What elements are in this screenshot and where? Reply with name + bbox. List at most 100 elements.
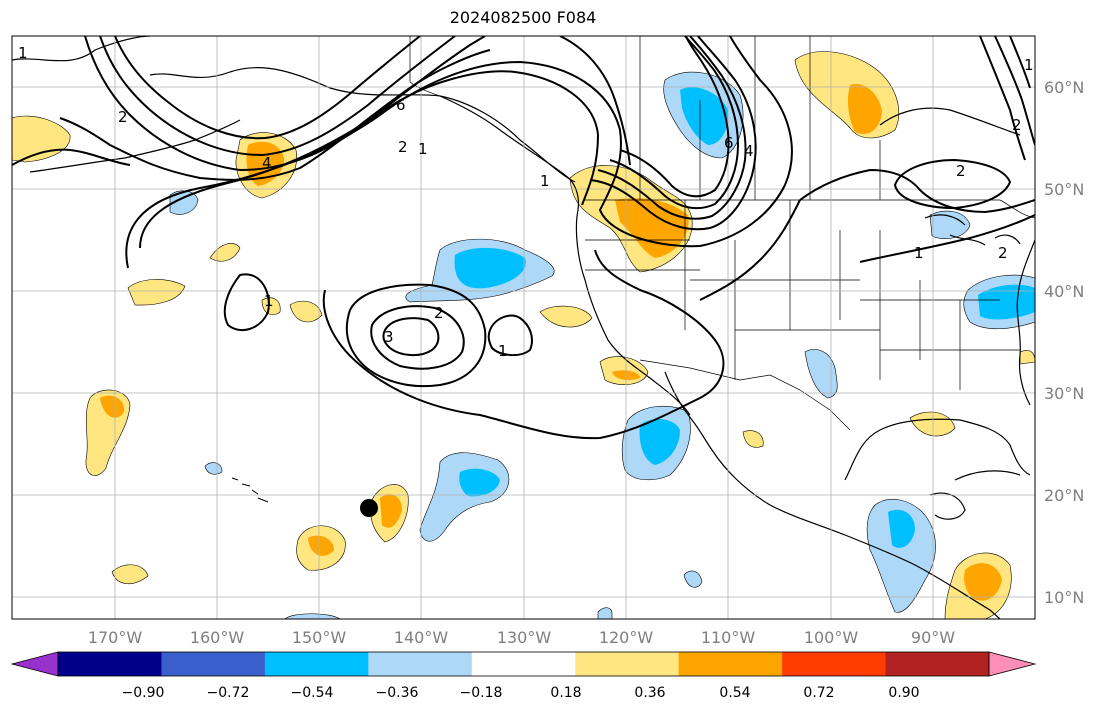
lon-label: 110°W bbox=[701, 628, 756, 647]
contour-label: 2 bbox=[434, 304, 444, 322]
yucatan-coast bbox=[929, 492, 966, 520]
contour-line bbox=[589, 36, 757, 231]
negative-anomaly-area bbox=[866, 498, 936, 613]
colorbar: −0.90 −0.72 −0.54 −0.36 −0.18 0.18 0.36 … bbox=[10, 651, 1037, 701]
aleutian-islands bbox=[29, 119, 241, 173]
negative-anomaly-area bbox=[169, 190, 199, 215]
colorbar-cell bbox=[575, 652, 680, 676]
cuba-coast bbox=[954, 470, 1021, 481]
lat-label: 50°N bbox=[1044, 180, 1084, 199]
contour-line bbox=[223, 273, 270, 332]
contour-line bbox=[699, 199, 801, 301]
state-lines bbox=[585, 200, 1020, 390]
colorbar-tick-label: 0.18 bbox=[550, 685, 581, 701]
contour-line bbox=[382, 317, 440, 356]
contour-line bbox=[619, 36, 730, 198]
negative-anomaly-area bbox=[597, 607, 613, 619]
colorbar-tick-label: 0.54 bbox=[719, 685, 750, 701]
contour-label: 3 bbox=[384, 328, 394, 346]
positive-anomaly-area bbox=[127, 279, 186, 306]
hawaii-islands bbox=[231, 477, 269, 503]
contour-line bbox=[322, 249, 725, 440]
colorbar-tick-label: 0.72 bbox=[803, 685, 834, 701]
alaska-coastline bbox=[12, 36, 576, 183]
colorbar-outline bbox=[57, 651, 990, 677]
positive-anomaly-area bbox=[847, 84, 882, 134]
lon-label: 170°W bbox=[88, 628, 143, 647]
colorbar-extend-left bbox=[10, 651, 59, 677]
contour-label: 2 bbox=[998, 244, 1008, 262]
lat-label: 20°N bbox=[1044, 486, 1084, 505]
negative-anomaly-area bbox=[978, 284, 1035, 320]
negative-anomaly-area bbox=[888, 509, 915, 548]
contour-label: 4 bbox=[262, 154, 272, 172]
hudson-bay-coast bbox=[879, 107, 1021, 136]
contour-line bbox=[12, 148, 131, 166]
negative-anomaly-area bbox=[683, 570, 703, 588]
contour-label: 1 bbox=[18, 44, 28, 62]
lat-label: 30°N bbox=[1044, 384, 1084, 403]
colorbar-tick-label: −0.18 bbox=[460, 685, 503, 701]
positive-anomaly-area bbox=[539, 305, 593, 328]
canada-province-lines bbox=[639, 36, 881, 200]
lat-label: 40°N bbox=[1044, 282, 1084, 301]
mexico-coastline bbox=[711, 449, 1001, 619]
contour-line bbox=[799, 168, 1035, 214]
map-title: 2024082500 F084 bbox=[449, 8, 597, 27]
contour-label: 2 bbox=[118, 108, 128, 126]
negative-anomaly-area bbox=[454, 247, 526, 289]
us-mexico-border bbox=[639, 359, 851, 431]
us-east-coastline bbox=[1016, 239, 1035, 406]
contour-label: 6 bbox=[396, 96, 406, 114]
positive-anomaly-area bbox=[1019, 350, 1035, 365]
alaska-canada-border bbox=[409, 36, 441, 97]
colorbar-tick-label: 0.36 bbox=[634, 685, 665, 701]
contour-label: 1 bbox=[264, 292, 274, 310]
contour-label: 1 bbox=[1024, 56, 1034, 74]
lon-label: 130°W bbox=[497, 628, 552, 647]
contour-line bbox=[370, 305, 465, 370]
lon-label: 150°W bbox=[292, 628, 347, 647]
colorbar-tick-label: −0.90 bbox=[122, 685, 165, 701]
lon-label: 90°W bbox=[911, 628, 955, 647]
positive-anomaly-area bbox=[209, 243, 241, 262]
contour-line bbox=[345, 283, 487, 388]
contour-line bbox=[139, 70, 600, 249]
contour-label: 1 bbox=[540, 172, 550, 190]
colorbar-cell bbox=[885, 652, 990, 676]
colorbar-tick-label: −0.72 bbox=[207, 685, 250, 701]
positive-anomaly-area bbox=[742, 430, 764, 448]
negative-anomaly-area bbox=[459, 468, 500, 497]
colorbar-cell bbox=[161, 652, 266, 676]
gulf-coastline bbox=[844, 418, 1031, 481]
negative-anomaly-area bbox=[804, 349, 838, 399]
contour-labels: 1 2 4 6 1 2 6 4 2 1 1 3 2 1 2 1 1 2 bbox=[18, 44, 1034, 360]
contour-line bbox=[114, 36, 421, 140]
positive-anomaly-area bbox=[380, 494, 402, 528]
contour-line bbox=[893, 158, 1012, 210]
positive-anomaly-area bbox=[964, 563, 1002, 601]
negative-anomaly-area bbox=[204, 462, 223, 475]
contour-label: 1 bbox=[498, 342, 508, 360]
bc-coastline bbox=[439, 95, 586, 281]
colorbar-cell bbox=[264, 652, 369, 676]
lon-label: 160°W bbox=[190, 628, 245, 647]
contour-label: 1 bbox=[914, 244, 924, 262]
colorbar-tick-label: −0.36 bbox=[376, 685, 419, 701]
contour-line bbox=[597, 36, 747, 220]
negative-anomaly-area bbox=[639, 418, 680, 465]
contour-line bbox=[559, 36, 631, 166]
contour-line bbox=[859, 214, 1035, 263]
map-border bbox=[11, 35, 1036, 620]
positive-anomaly-area bbox=[308, 535, 334, 556]
colorbar-tick-label: 0.90 bbox=[888, 685, 919, 701]
colorbar-cell bbox=[678, 652, 783, 676]
contour-label: 2 bbox=[956, 162, 966, 180]
colorbar-cell bbox=[471, 652, 576, 676]
coastlines bbox=[12, 36, 1035, 619]
lon-label: 120°W bbox=[599, 628, 654, 647]
contour-line bbox=[979, 36, 1026, 161]
contour-line bbox=[994, 36, 1035, 146]
negative-anomaly-area bbox=[680, 87, 729, 145]
